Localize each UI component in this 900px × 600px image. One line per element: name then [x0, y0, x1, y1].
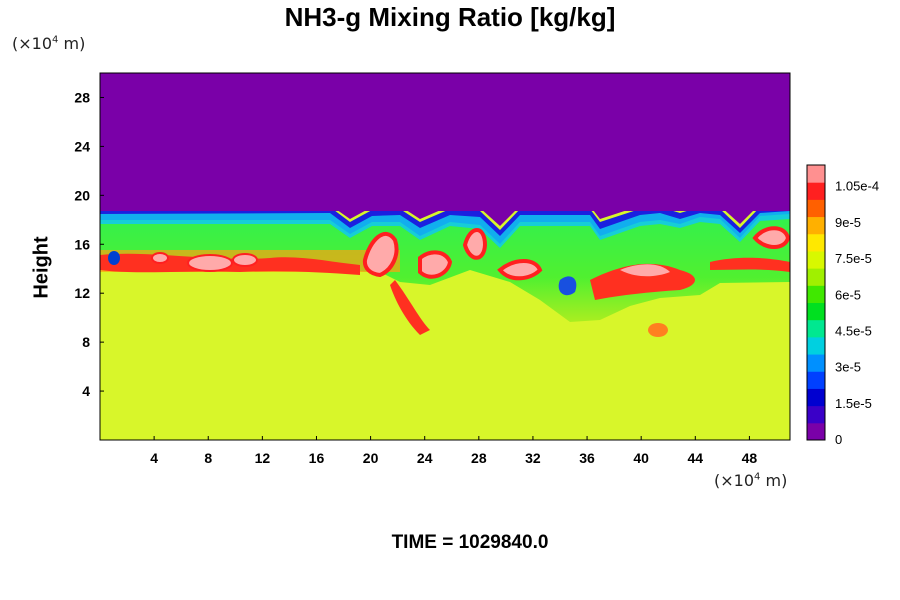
y-tick-label: 8 — [82, 334, 90, 350]
y-axis-ticks: 4 8 12 16 20 24 28 — [74, 89, 104, 399]
colorbar-tick-label: 6e-5 — [835, 287, 861, 302]
colorbar-swatch — [807, 285, 825, 303]
colorbar-swatch — [807, 302, 825, 321]
colorbar-swatch — [807, 165, 825, 183]
colorbar-swatch — [807, 354, 825, 372]
y-tick-label: 16 — [74, 236, 90, 252]
x-tick-label: 32 — [525, 450, 541, 466]
colorbar-swatch — [807, 268, 825, 286]
colorbar-ticks: 0 1.5e-5 3e-5 4.5e-5 6e-5 7.5e-5 9e-5 1.05e-4 — [835, 179, 879, 447]
x-tick-label: 8 — [204, 450, 212, 466]
plot-frame — [99, 72, 791, 441]
colorbar-swatch — [807, 182, 825, 200]
x-tick-label: 4 — [150, 450, 158, 466]
x-tick-label: 24 — [417, 450, 433, 466]
colorbar-swatch — [807, 216, 825, 235]
y-tick-label: 20 — [74, 187, 90, 203]
colorbar-frame — [806, 164, 826, 441]
x-tick-label: 48 — [742, 450, 758, 466]
colorbar-swatch — [807, 250, 825, 269]
colorbar-swatch — [807, 405, 825, 424]
y-axis-unit: (×104 m) — [12, 34, 86, 53]
heatmap-field — [100, 73, 790, 440]
y-tick-label: 24 — [74, 138, 90, 154]
colorbar-swatch — [807, 371, 825, 389]
x-tick-label: 28 — [471, 450, 487, 466]
x-tick-label: 12 — [255, 450, 271, 466]
x-tick-label: 20 — [363, 450, 379, 466]
colorbar-swatch — [807, 388, 825, 407]
colorbar-swatch — [807, 233, 825, 252]
colorbar-swatch — [807, 336, 825, 355]
colorbar-tick-label: 1.5e-5 — [835, 396, 872, 411]
chart-title: NH3-g Mixing Ratio [kg/kg] — [284, 2, 616, 32]
colorbar-tick-label: 4.5e-5 — [835, 323, 872, 338]
x-tick-label: 36 — [579, 450, 595, 466]
colorbar-tick-label: 9e-5 — [835, 215, 861, 230]
y-tick-label: 12 — [74, 285, 90, 301]
colorbar — [806, 164, 826, 441]
time-label: TIME = 1029840.0 — [391, 532, 549, 553]
colorbar-tick-label: 1.05e-4 — [835, 179, 879, 194]
colorbar-swatch — [807, 319, 825, 338]
x-tick-label: 40 — [633, 450, 649, 466]
x-tick-label: 44 — [688, 450, 704, 466]
colorbar-swatch — [807, 199, 825, 218]
y-tick-label: 28 — [74, 89, 90, 105]
boundary-cyan — [100, 211, 790, 248]
colorbar-tick-label: 3e-5 — [835, 360, 861, 375]
colorbar-swatch — [807, 422, 825, 441]
x-tick-label: 16 — [309, 450, 325, 466]
y-tick-label: 4 — [82, 383, 90, 399]
colorbar-tick-label: 7.5e-5 — [835, 251, 872, 266]
colorbar-tick-label: 0 — [835, 432, 842, 447]
x-axis-ticks: 4 8 12 16 20 24 28 32 36 40 44 48 — [150, 436, 757, 466]
x-axis-unit: (×104 m) — [714, 471, 788, 490]
